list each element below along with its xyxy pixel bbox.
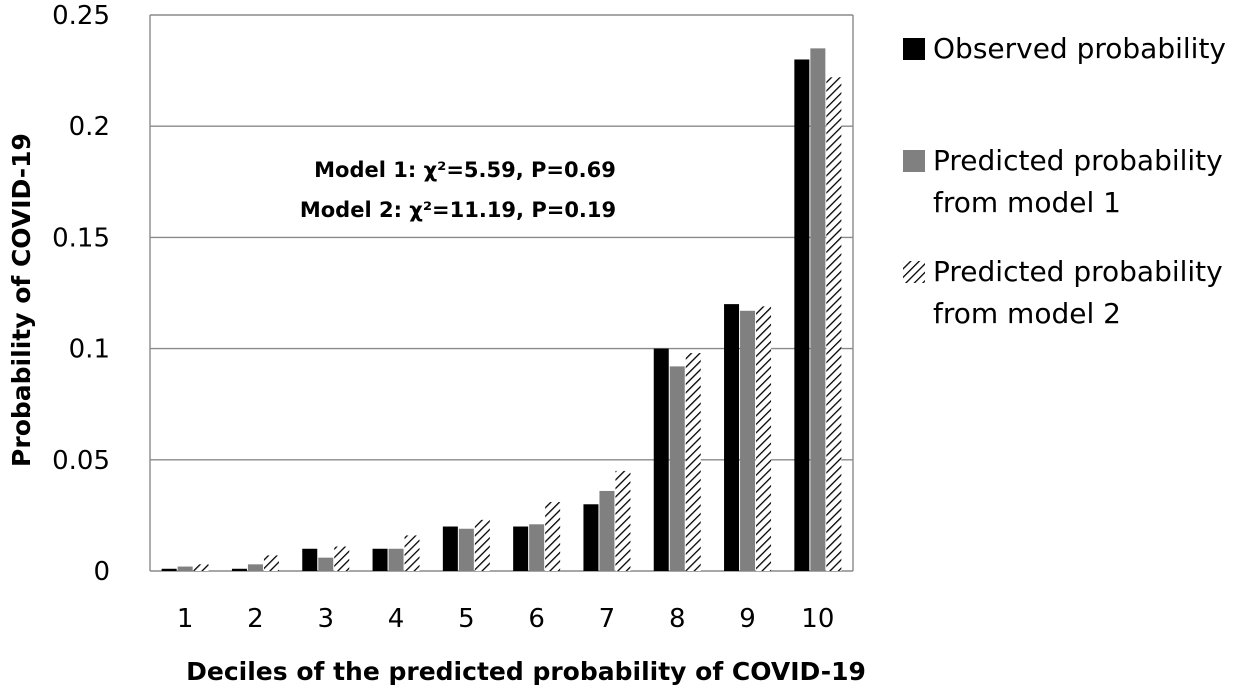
bar-3-6 xyxy=(545,502,561,571)
bar-1-4 xyxy=(372,548,388,571)
x-axis-ticks: 1 2 3 4 5 6 7 8 9 10 xyxy=(177,604,835,634)
legend-label: Predicted probability xyxy=(933,144,1223,177)
bar-1-2 xyxy=(231,568,247,571)
x-tick-label: 9 xyxy=(739,604,756,634)
x-tick-label: 1 xyxy=(177,604,194,634)
y-axis-title: Probability of COVID-19 xyxy=(7,133,36,467)
legend-label: from model 1 xyxy=(933,186,1121,219)
bar-2-10 xyxy=(810,48,826,572)
annotation-line: Model 1: χ²=5.59, P=0.69 xyxy=(314,158,616,182)
bar-3-10 xyxy=(826,77,842,571)
x-tick-label: 3 xyxy=(317,604,334,634)
bar-2-5 xyxy=(458,528,474,571)
fit-statistics-annotation: Model 1: χ²=5.59, P=0.69 Model 2: χ²=11.1… xyxy=(300,158,616,222)
bar-3-3 xyxy=(334,546,350,571)
bar-1-8 xyxy=(653,348,669,571)
legend-swatch xyxy=(903,150,925,172)
y-tick-label: 0.15 xyxy=(52,223,110,253)
bar-3-5 xyxy=(474,519,490,571)
legend-label: Observed probability xyxy=(933,32,1226,65)
bar-1-6 xyxy=(513,526,529,571)
x-tick-label: 6 xyxy=(528,604,545,634)
bar-2-4 xyxy=(388,548,404,571)
x-axis-title: Deciles of the predicted probability of … xyxy=(186,657,866,686)
x-tick-label: 4 xyxy=(388,604,405,634)
bar-3-9 xyxy=(756,306,772,571)
legend-label: Predicted probability xyxy=(933,255,1223,288)
y-axis-ticks: 0 0.05 0.1 0.15 0.2 0.25 xyxy=(52,1,110,587)
y-tick-label: 0.1 xyxy=(69,335,110,365)
bar-3-2 xyxy=(263,555,279,571)
x-tick-label: 8 xyxy=(669,604,686,634)
legend: Observed probability Predicted probabilit… xyxy=(903,32,1226,330)
y-tick-label: 0.05 xyxy=(52,446,110,476)
legend-swatch xyxy=(903,38,925,60)
gridlines xyxy=(149,14,854,572)
y-tick-label: 0 xyxy=(93,557,110,587)
legend-swatch xyxy=(903,261,925,283)
bars xyxy=(161,48,842,572)
x-tick-label: 10 xyxy=(801,604,834,634)
bar-3-7 xyxy=(615,470,631,571)
bar-3-1 xyxy=(193,564,209,571)
bar-3-4 xyxy=(404,535,420,571)
bar-2-9 xyxy=(740,310,756,571)
legend-label: from model 2 xyxy=(933,297,1121,330)
bar-2-6 xyxy=(529,524,545,571)
bar-2-3 xyxy=(318,557,334,571)
bar-2-8 xyxy=(669,366,685,571)
bar-1-7 xyxy=(583,504,599,571)
annotation-line: Model 2: χ²=11.19, P=0.19 xyxy=(300,198,616,222)
x-tick-label: 5 xyxy=(458,604,475,634)
y-tick-label: 0.25 xyxy=(52,1,110,31)
bar-1-1 xyxy=(161,568,177,571)
bar-1-3 xyxy=(302,548,318,571)
bar-3-8 xyxy=(685,353,701,571)
bar-2-7 xyxy=(599,490,615,571)
bar-1-9 xyxy=(724,304,740,571)
bar-1-10 xyxy=(794,59,810,571)
x-tick-label: 7 xyxy=(599,604,616,634)
x-tick-label: 2 xyxy=(247,604,264,634)
y-tick-label: 0.2 xyxy=(69,112,110,142)
bar-2-1 xyxy=(177,566,193,571)
bar-1-5 xyxy=(442,526,458,571)
bar-2-2 xyxy=(247,564,263,571)
